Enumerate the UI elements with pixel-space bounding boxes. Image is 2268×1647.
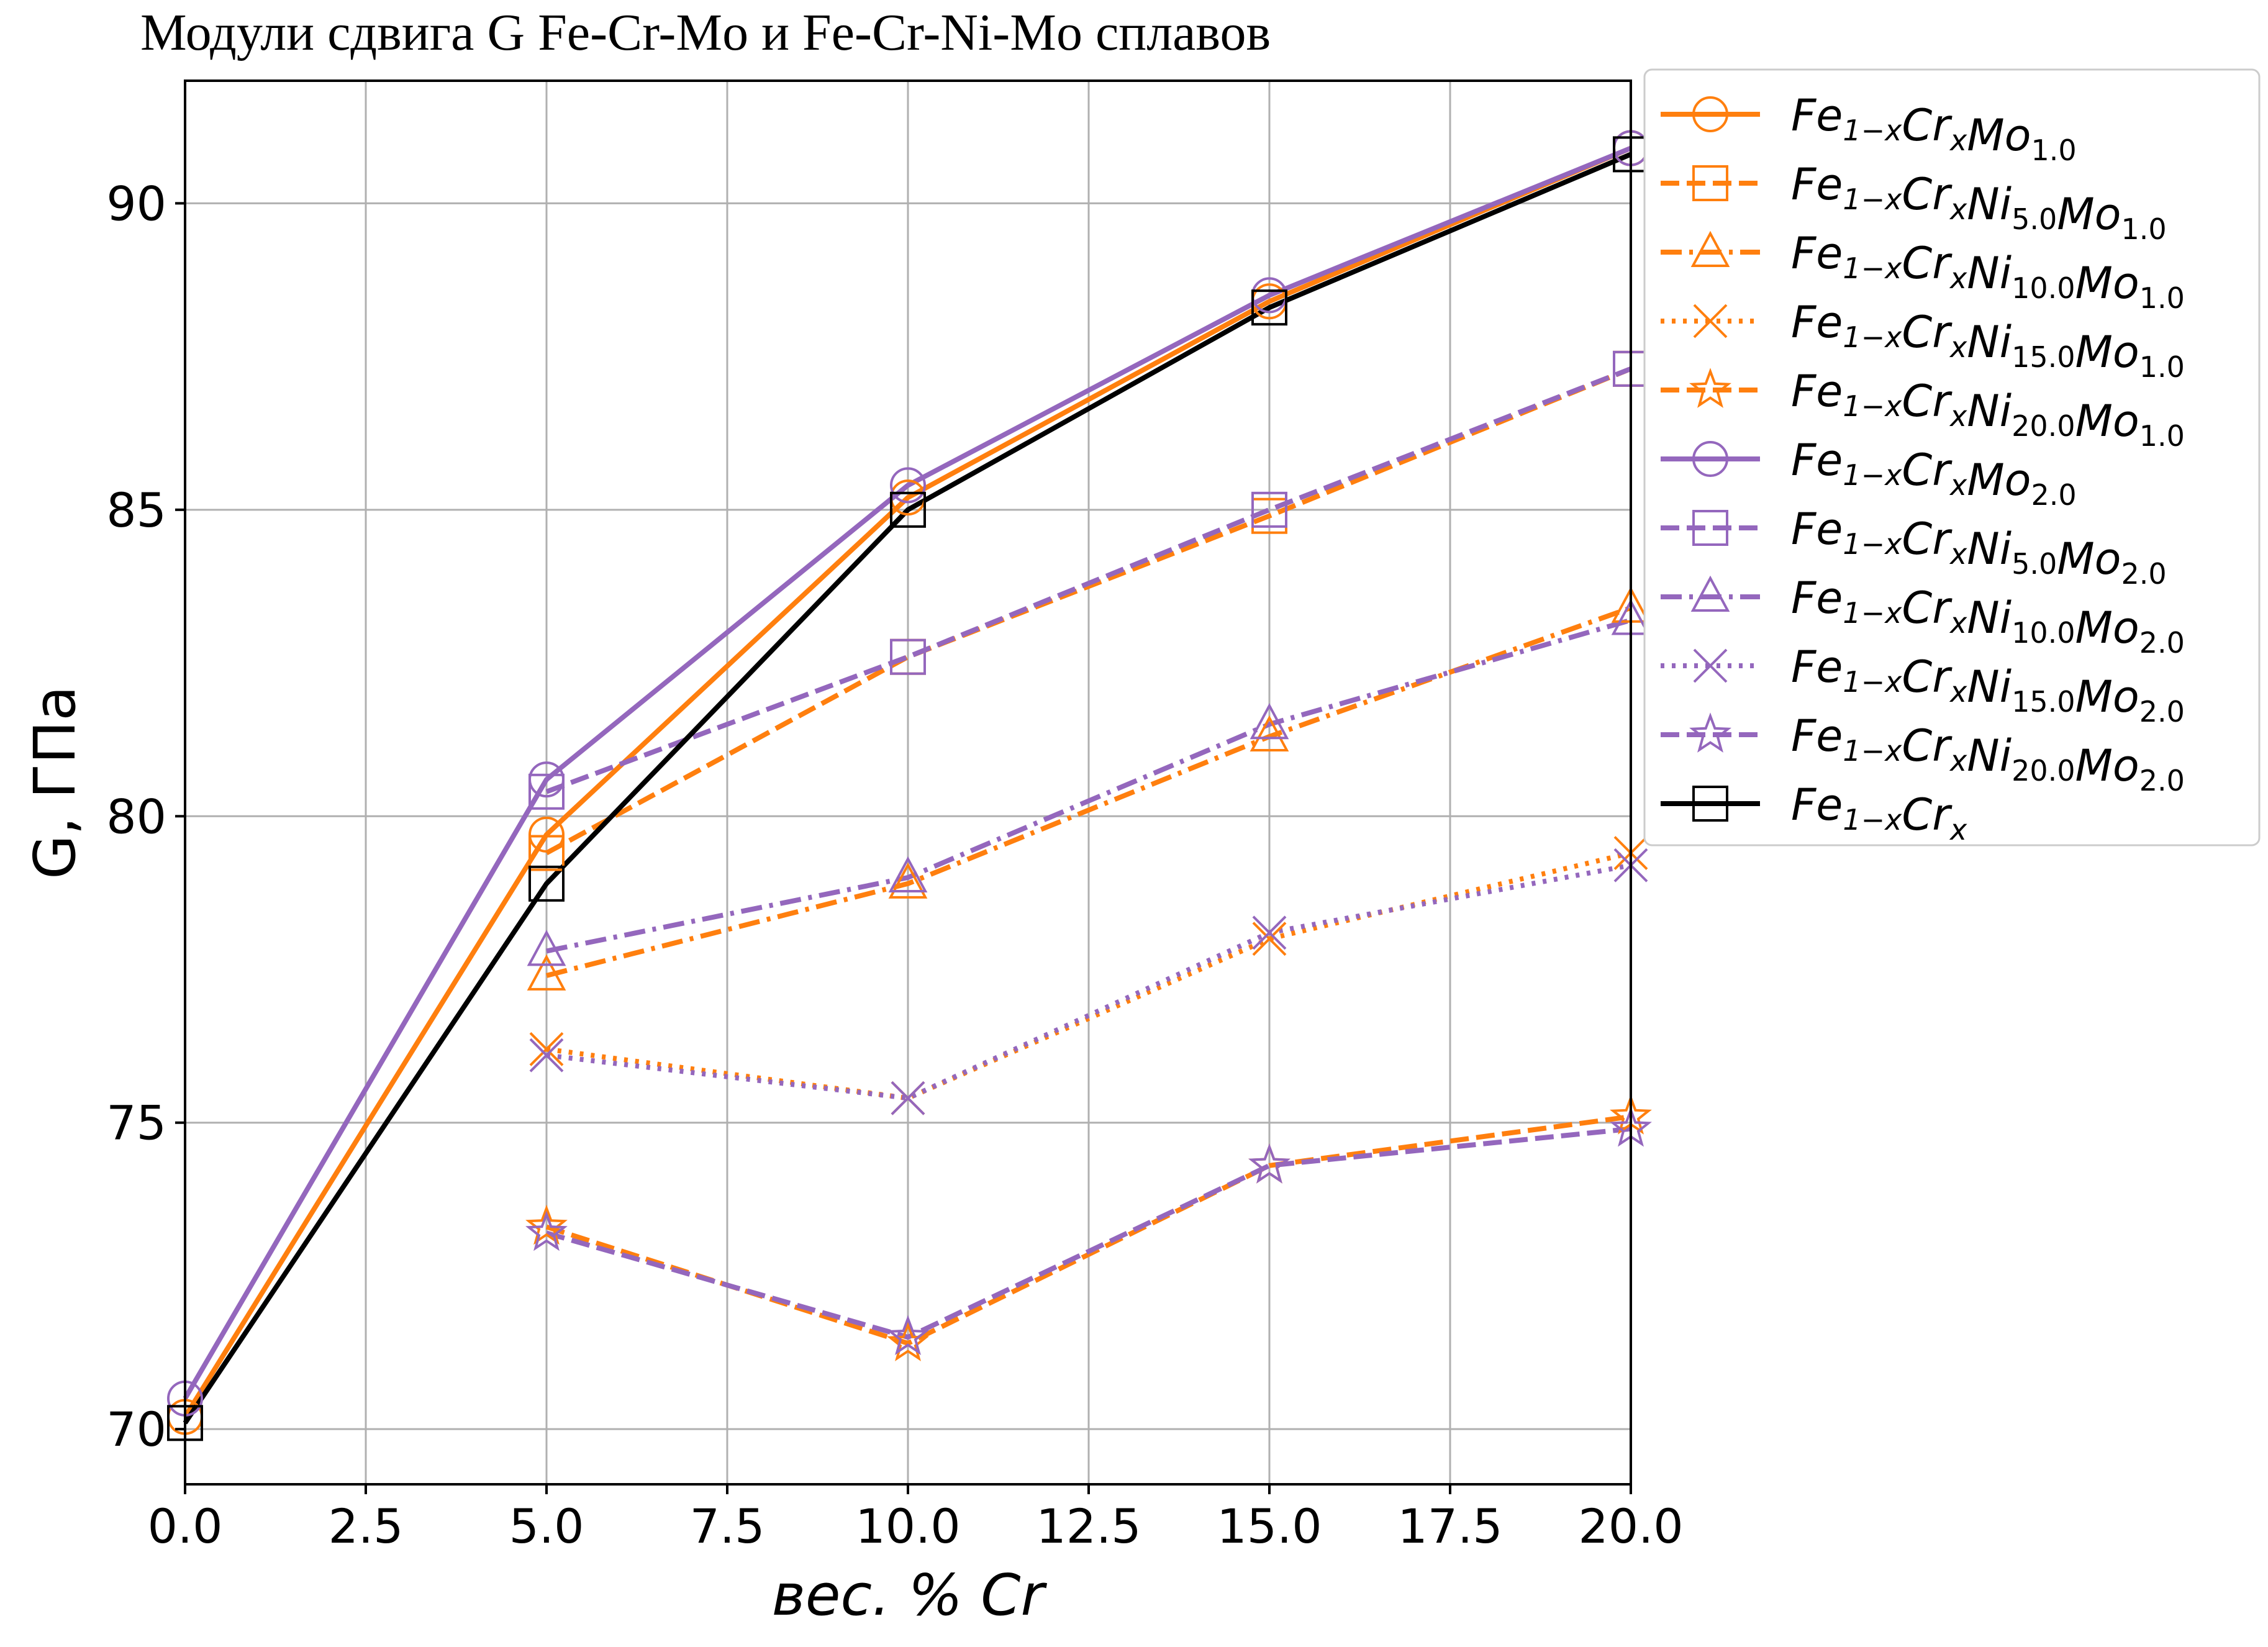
data-point (527, 954, 566, 991)
legend-marker (1690, 230, 1730, 267)
data-point (525, 1204, 568, 1245)
legend-box (1643, 68, 2261, 846)
x-axis-label: вес. % Cr (772, 1562, 1048, 1628)
data-point (890, 467, 926, 504)
y-tick-label: 80 (106, 789, 166, 844)
y-tick-label: 75 (106, 1096, 166, 1151)
legend-entry-1: Fe1−xCrxNi5.0Mo1.0 (1791, 159, 2167, 246)
series-line-7 (546, 617, 1632, 954)
data-point (1250, 703, 1289, 740)
data-point (525, 1210, 568, 1251)
series-line-2 (546, 605, 1632, 978)
data-point (1250, 715, 1289, 751)
data-point (1252, 915, 1287, 950)
data-point (1248, 1143, 1290, 1184)
legend-entry-5: Fe1−xCrxMo2.0 (1791, 435, 2077, 512)
y-axis-ticks: 70 75 80 85 90 (106, 176, 185, 1457)
series-line-6 (545, 366, 1632, 794)
x-tick-label: 5.0 (509, 1499, 584, 1554)
data-point (891, 1081, 925, 1115)
series-line-8 (546, 863, 1631, 1101)
legend-marker (1692, 441, 1728, 477)
y-tick-label: 90 (106, 176, 166, 231)
x-axis-ticks: 0.0 2.5 5.0 7.5 10.0 12.5 15.0 17.5 20.0 (148, 1484, 1684, 1554)
y-tick-label: 85 (106, 483, 166, 538)
legend: Fe1−xCrxMo1.0Fe1−xCrxNi5.0Mo1.0Fe1−xCrxN… (1643, 68, 2261, 846)
data-point (888, 862, 928, 899)
data-point (1251, 491, 1287, 528)
data-point (528, 773, 565, 810)
legend-marker (1693, 304, 1728, 338)
data-point (890, 638, 926, 675)
series-line-0 (183, 145, 1632, 1418)
legend-entry-2: Fe1−xCrxNi10.0Mo1.0 (1791, 228, 2185, 315)
grid (184, 81, 1632, 1484)
series-lines (183, 145, 1632, 1425)
data-point (529, 1032, 564, 1066)
legend-marker (1692, 165, 1728, 201)
legend-marker (1692, 510, 1728, 546)
legend-marker (1692, 96, 1728, 132)
legend-entry-10: Fe1−xCrx (1791, 779, 1967, 846)
data-point (527, 930, 566, 966)
data-point (528, 835, 565, 871)
x-tick-label: 17.5 (1397, 1499, 1502, 1554)
data-point (1251, 289, 1287, 326)
legend-entry-9: Fe1−xCrxNi20.0Mo2.0 (1791, 710, 2185, 797)
legend-marker (1692, 786, 1728, 822)
x-tick-label: 15.0 (1217, 1499, 1322, 1554)
legend-entry-8: Fe1−xCrxNi15.0Mo2.0 (1791, 642, 2185, 728)
series-line-5 (183, 145, 1632, 1400)
y-axis-label: G, ГПа (22, 686, 88, 879)
legend-marker (1690, 575, 1730, 612)
data-point (529, 1038, 564, 1073)
legend-entry-7: Fe1−xCrxNi10.0Mo2.0 (1791, 573, 2185, 660)
data-point (528, 865, 565, 902)
x-tick-label: 10.0 (855, 1499, 960, 1554)
legend-entry-4: Fe1−xCrxNi20.0Mo1.0 (1791, 366, 2185, 453)
data-point (1252, 922, 1287, 956)
series-line-1 (545, 366, 1632, 856)
data-point (887, 1321, 929, 1361)
x-tick-label: 20.0 (1578, 1499, 1683, 1554)
x-tick-label: 7.5 (690, 1499, 765, 1554)
x-tick-label: 2.5 (329, 1499, 404, 1554)
data-point (888, 856, 928, 892)
legend-entry-6: Fe1−xCrxNi5.0Mo2.0 (1791, 504, 2167, 591)
data-point (890, 491, 926, 528)
series-line-3 (546, 850, 1631, 1101)
legend-entry-0: Fe1−xCrxMo1.0 (1791, 90, 2077, 167)
legend-marker (1689, 712, 1731, 753)
x-tick-label: 0.0 (148, 1499, 223, 1554)
x-tick-label: 12.5 (1036, 1499, 1141, 1554)
legend-marker (1693, 648, 1728, 683)
y-tick-label: 70 (106, 1402, 166, 1457)
data-point (528, 816, 565, 853)
data-point (887, 1315, 929, 1356)
chart-title: Модули сдвига G Fe-Cr-Mo и Fe-Cr-Ni-Mo с… (140, 4, 1271, 61)
series-line-10 (183, 152, 1632, 1425)
series-line-9 (545, 1126, 1631, 1340)
legend-entry-3: Fe1−xCrxNi15.0Mo1.0 (1791, 297, 2185, 384)
legend-marker (1689, 368, 1731, 408)
